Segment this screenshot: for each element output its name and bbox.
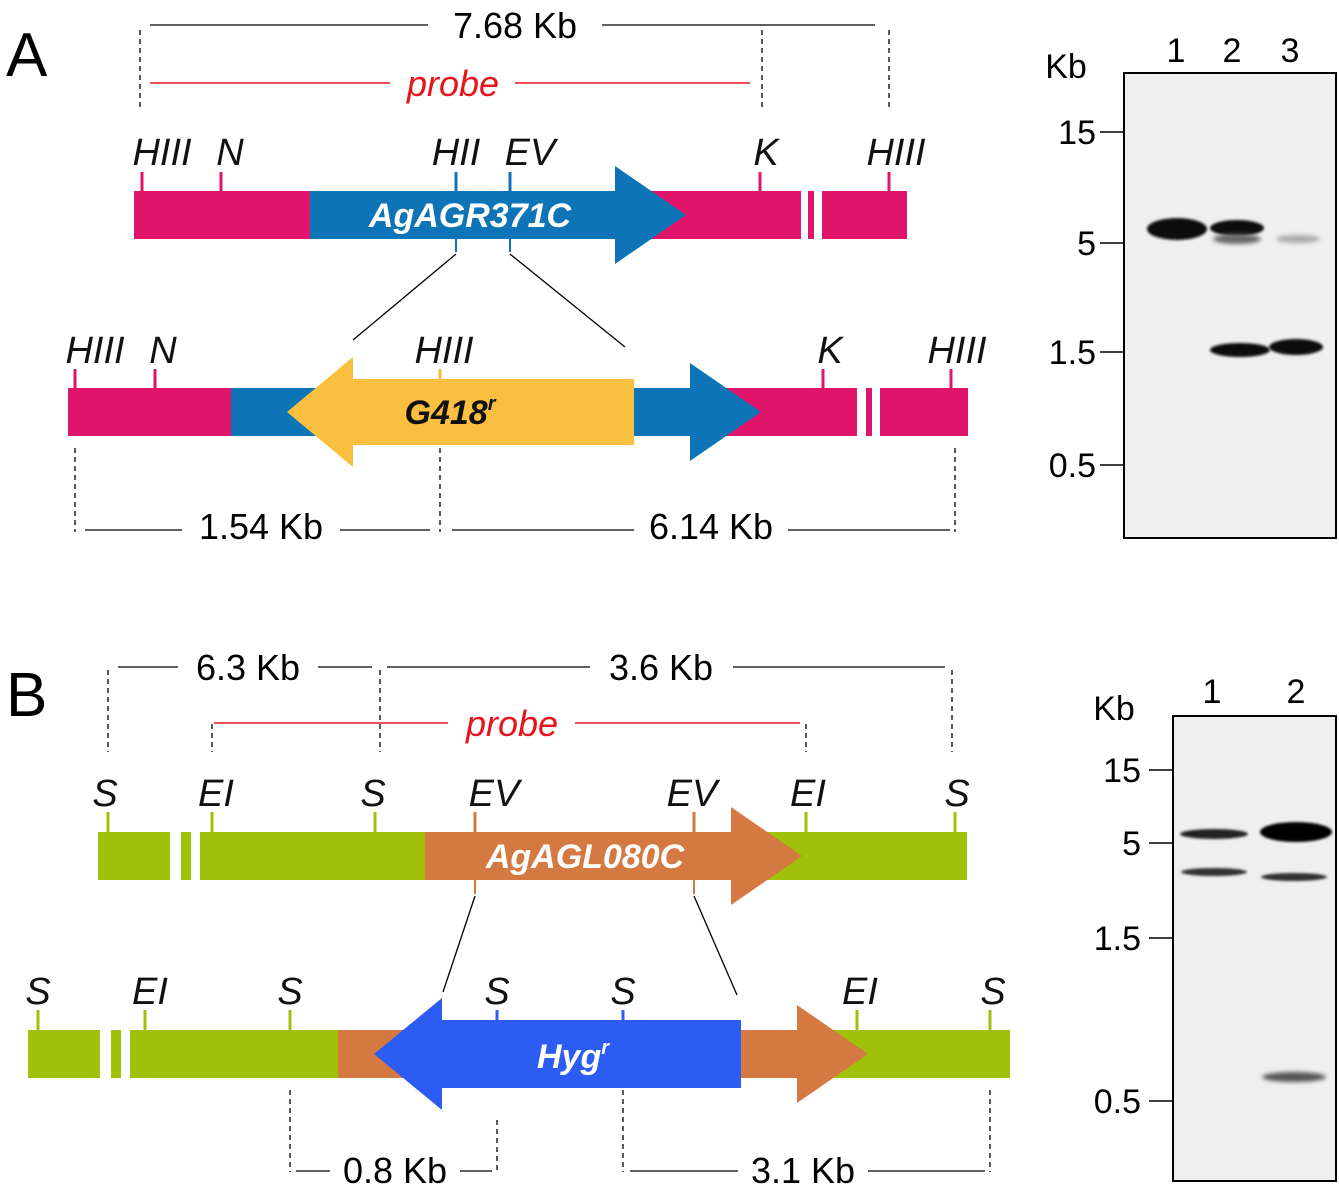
size-marker-label: 15 [1058, 114, 1096, 152]
blot-unit-label: Kb [1093, 690, 1135, 728]
blot-band [1210, 220, 1264, 236]
blot-membrane [1172, 715, 1337, 1182]
panel-a-letter: A [6, 21, 48, 90]
gene-label-agagl080c: AgAGL080C [485, 838, 685, 876]
gene-label-agagr371c: AgAGR371C [368, 197, 572, 235]
chromosome-bar [880, 388, 968, 436]
site-label: EV [667, 773, 721, 815]
site-label: EV [469, 773, 523, 815]
recombination-line [442, 895, 476, 993]
panel-b-southern-blot: Kb 1 2 15 5 1.5 0.5 [1093, 673, 1337, 1182]
size-marker-label: 0.5 [1094, 1083, 1141, 1121]
marker-label-hyg: Hygr [537, 1037, 610, 1076]
blot-band [1261, 873, 1327, 881]
panel-b-top-distances: 6.3 Kb 3.6 Kb [107, 647, 953, 752]
lane-label: 2 [1287, 673, 1306, 711]
panel-a-fragment-distances: 1.54 Kb 6.14 Kb [74, 448, 956, 547]
site-label: HII [432, 132, 481, 174]
panel-a-probe: probe [150, 63, 750, 104]
size-marker-label: 15 [1103, 752, 1141, 790]
site-label: HIII [414, 330, 474, 372]
lane-label: 1 [1167, 32, 1186, 70]
distance-label-1-54: 1.54 Kb [199, 506, 323, 547]
blot-band [1210, 343, 1270, 357]
panel-b-wildtype-locus: AgAGL080C S EI S EV EV EI S [92, 773, 970, 905]
site-label: HIII [927, 330, 987, 372]
marker-arrow-hyg [374, 998, 741, 1110]
site-label: S [92, 773, 117, 815]
site-label: S [277, 971, 302, 1013]
probe-label: probe [465, 703, 558, 744]
site-label: EI [842, 971, 878, 1013]
chromosome-bar [822, 191, 907, 239]
distance-label-6-14: 6.14 Kb [649, 506, 773, 547]
gene-arrow [425, 807, 802, 905]
site-label: S [980, 971, 1005, 1013]
site-label: EV [505, 132, 559, 174]
chromosome-break [866, 388, 872, 436]
chromosome-break [111, 1030, 121, 1078]
blot-band [1181, 868, 1247, 876]
site-label: EI [790, 773, 826, 815]
size-marker-label: 1.5 [1049, 334, 1096, 372]
lane-label: 1 [1203, 673, 1222, 711]
recombination-line [509, 253, 626, 348]
site-label: S [25, 971, 50, 1013]
blot-unit-label: Kb [1045, 48, 1087, 86]
distance-label-7-68: 7.68 Kb [453, 5, 577, 46]
distance-label-0-8: 0.8 Kb [343, 1150, 447, 1191]
panel-b-mutant-locus: Hygr S EI S S S EI S [25, 971, 1010, 1110]
panel-b-fragment-distances: 0.8 Kb 3.1 Kb [289, 1090, 991, 1191]
blot-band [1262, 1072, 1326, 1082]
site-label: S [484, 971, 509, 1013]
site-label: S [610, 971, 635, 1013]
site-label: EI [132, 971, 168, 1013]
distance-label-6-3: 6.3 Kb [196, 647, 300, 688]
site-label: EI [198, 773, 234, 815]
lane-label: 3 [1281, 32, 1300, 70]
blot-band [1213, 234, 1261, 244]
blot-band [1147, 218, 1207, 240]
site-label: HIII [65, 330, 125, 372]
site-label: K [753, 132, 780, 174]
chromosome-break [181, 832, 191, 880]
site-label: K [817, 330, 844, 372]
gene-arrow [310, 166, 686, 264]
chromosome-bar [98, 832, 170, 880]
chromosome-break [808, 191, 814, 239]
site-label: N [216, 132, 244, 174]
distance-label-3-6: 3.6 Kb [609, 647, 713, 688]
site-label: HIII [132, 132, 192, 174]
size-marker-label: 5 [1122, 825, 1141, 863]
marker-arrow-g418 [287, 357, 634, 467]
blot-band [1276, 235, 1320, 243]
site-label: S [360, 773, 385, 815]
blot-membrane [1123, 72, 1337, 539]
distance-label-3-1: 3.1 Kb [751, 1150, 855, 1191]
site-label: N [149, 330, 177, 372]
size-marker-label: 5 [1077, 225, 1096, 263]
blot-band [1180, 829, 1248, 839]
site-label: S [944, 773, 969, 815]
size-marker-label: 1.5 [1094, 920, 1141, 958]
lane-label: 2 [1223, 32, 1242, 70]
panel-b-probe: probe [214, 703, 800, 744]
panel-a-total-distance: 7.68 Kb [139, 5, 890, 108]
blot-band [1260, 822, 1332, 842]
probe-label: probe [406, 63, 499, 104]
size-marker-label: 0.5 [1049, 447, 1096, 485]
panel-a-southern-blot: Kb 1 2 3 15 5 1.5 0.5 [1045, 32, 1337, 539]
site-label: HIII [866, 132, 926, 174]
panel-b-letter: B [6, 661, 47, 730]
panel-a-wildtype-locus: AgAGR371C HIII N HII EV K HIII [132, 132, 926, 264]
blot-band [1269, 339, 1323, 355]
panel-a-mutant-locus: G418r HIII N HIII K HIII [65, 330, 987, 467]
recombination-line [352, 253, 457, 341]
recombination-line [693, 895, 738, 996]
marker-label-g418: G418r [405, 393, 497, 432]
chromosome-bar [28, 1030, 100, 1078]
